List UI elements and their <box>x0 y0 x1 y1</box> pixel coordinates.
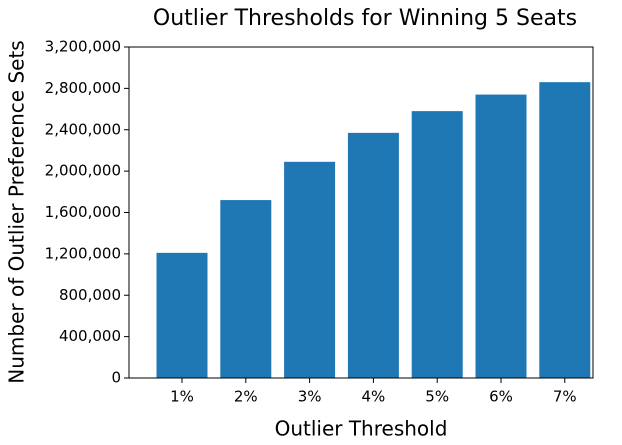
x-axis-label: Outlier Threshold <box>275 417 448 441</box>
y-tick-label: 400,000 <box>59 327 121 345</box>
bar <box>347 132 399 378</box>
bar <box>156 252 208 378</box>
y-tick-label: 1,600,000 <box>45 203 121 221</box>
x-tick-label: 7% <box>553 388 577 406</box>
bar <box>284 161 336 378</box>
x-tick-label: 1% <box>170 388 194 406</box>
y-tick-label: 3,200,000 <box>45 38 121 56</box>
bar <box>539 82 591 378</box>
chart-title: Outlier Thresholds for Winning 5 Seats <box>153 6 577 31</box>
x-tick-label: 4% <box>362 388 386 406</box>
bar <box>475 94 527 379</box>
y-tick-label: 800,000 <box>59 286 121 304</box>
plot-frame <box>128 46 594 379</box>
bar <box>220 200 272 378</box>
x-tick-label: 2% <box>234 388 258 406</box>
y-tick-label: 1,200,000 <box>45 244 121 262</box>
bar <box>411 111 463 378</box>
x-tick-label: 3% <box>298 388 322 406</box>
y-axis-label: Number of Outlier Preference Sets <box>5 40 29 383</box>
y-tick-label: 2,800,000 <box>45 79 121 97</box>
x-tick-label: 6% <box>489 388 513 406</box>
x-tick-label: 5% <box>425 388 449 406</box>
y-tick-label: 2,400,000 <box>45 120 121 138</box>
y-tick-label: 0 <box>111 369 121 387</box>
y-tick-label: 2,000,000 <box>45 162 121 180</box>
